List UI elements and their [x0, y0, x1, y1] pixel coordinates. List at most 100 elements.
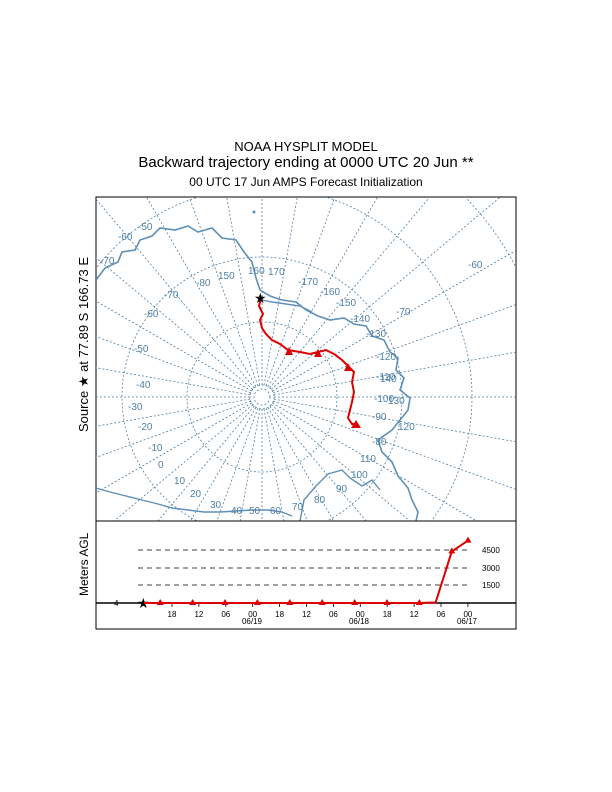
- meridian-line: [96, 198, 255, 389]
- time-label: 18: [168, 610, 177, 619]
- height-marker: [464, 536, 472, 543]
- source-star-icon: ★: [254, 290, 267, 306]
- longitude-label: -50: [138, 222, 153, 233]
- longitude-label: -120: [376, 352, 396, 363]
- time-label: 06: [329, 610, 338, 619]
- trajectory-markers: [285, 347, 361, 428]
- height-panel: Meters AGL 4500 3000 1500 4 ★ 18 12 06 00 18…: [77, 520, 517, 630]
- pole-circle-1: [253, 388, 271, 406]
- height-ylabel: Meters AGL: [77, 532, 91, 596]
- source-label: Source ★ at 77.89 S 166.73 E: [76, 257, 91, 432]
- ross-ice-shelf-edge: [261, 299, 313, 313]
- longitude-label: 30: [210, 500, 222, 511]
- longitude-label: -170: [298, 277, 318, 288]
- height-marker: [221, 598, 229, 605]
- longitude-label: -60: [118, 232, 133, 243]
- meridian-line: [146, 197, 257, 387]
- longitude-label: -60: [468, 260, 483, 271]
- trajectory-marker: [314, 349, 322, 357]
- meridian-line: [157, 405, 255, 521]
- longitude-label: -70: [100, 256, 115, 267]
- date-label: 06/18: [349, 617, 370, 626]
- level-3000: 3000: [482, 564, 500, 573]
- time-label: 12: [194, 610, 203, 619]
- meridian-line: [272, 249, 516, 392]
- meridian-line: [273, 304, 516, 394]
- longitude-label: -20: [138, 422, 153, 433]
- trajectory-marker: [351, 420, 361, 428]
- map-frame: [95, 196, 517, 522]
- height-frame: [95, 520, 517, 630]
- longitude-label: -10: [148, 443, 163, 454]
- latitude-circle-1: [186, 321, 338, 473]
- height-marker: [189, 598, 197, 605]
- weddell-coast: [96, 487, 293, 517]
- longitude-labels: 150 160 170 -170-160-150 -140 -130 -120 -110 -10…: [100, 222, 483, 517]
- meridian-line: [267, 197, 378, 387]
- longitude-label: 100: [351, 470, 368, 481]
- time-label: 18: [383, 610, 392, 619]
- longitude-label: -80: [196, 278, 211, 289]
- start-height-marker: 4: [114, 599, 119, 608]
- longitude-label: 40: [231, 506, 243, 517]
- longitude-label: 60: [270, 506, 282, 517]
- meridian-line: [273, 351, 516, 396]
- time-label: 06: [221, 610, 230, 619]
- meridian-line: [263, 408, 285, 521]
- meridian-line: [272, 402, 478, 521]
- longitude-label: -160: [320, 287, 340, 298]
- meridian-line: [269, 197, 431, 389]
- meridian-line: [239, 408, 261, 521]
- date-label: 06/17: [457, 617, 478, 626]
- meridian-line: [96, 400, 251, 458]
- time-label: 00: [248, 610, 257, 619]
- longitude-label: -50: [134, 344, 149, 355]
- height-marker: [415, 598, 423, 605]
- height-markers: [156, 536, 472, 605]
- longitude-label: 10: [174, 476, 186, 487]
- start-star-icon: ★: [137, 595, 150, 611]
- longitude-label: -40: [136, 380, 151, 391]
- longitude-label: -30: [128, 402, 143, 413]
- longitude-label: -70: [164, 290, 179, 301]
- meridian-line: [269, 405, 367, 521]
- antarctic-coastline: [96, 225, 419, 521]
- meridian-line: [96, 257, 254, 390]
- longitude-label: -70: [396, 307, 411, 318]
- longitude-label: -60: [144, 309, 159, 320]
- longitude-label: -90: [372, 412, 387, 423]
- longitude-label: -130: [366, 329, 386, 340]
- height-marker: [383, 598, 391, 605]
- meridian-line: [270, 197, 501, 390]
- longitude-label: -140: [350, 314, 370, 325]
- time-label: 12: [410, 610, 419, 619]
- longitude-label: 160: [248, 266, 265, 277]
- meridian-line: [96, 402, 252, 494]
- longitude-label: 50: [249, 506, 261, 517]
- trajectory-path: [257, 297, 358, 425]
- longitude-label: -80: [372, 437, 387, 448]
- meridian-line: [273, 400, 516, 490]
- longitude-label: 0: [158, 460, 164, 471]
- height-trajectory-line: [144, 539, 469, 604]
- island-dot: [252, 210, 256, 214]
- longitude-label: 140: [380, 374, 397, 385]
- time-label: 06: [437, 610, 446, 619]
- height-marker: [253, 598, 261, 605]
- time-label: 12: [302, 610, 311, 619]
- height-marker: [318, 598, 326, 605]
- longitude-label: 110: [360, 454, 376, 465]
- init-subtitle: 00 UTC 17 Jun AMPS Forecast Initializati…: [189, 175, 423, 189]
- height-marker: [351, 598, 359, 605]
- height-marker: [156, 598, 164, 605]
- meridian-line: [188, 197, 259, 386]
- longitude-label: 80: [314, 495, 326, 506]
- meridian-line: [263, 197, 298, 386]
- trajectory-marker: [344, 363, 352, 371]
- peninsula-coast: [299, 469, 381, 521]
- longitude-label: 150: [218, 271, 235, 282]
- time-label: 00: [356, 610, 365, 619]
